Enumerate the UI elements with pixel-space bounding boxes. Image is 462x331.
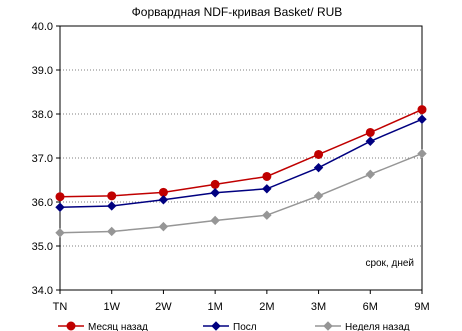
data-point <box>210 215 220 226</box>
axis-annotation: срок, дней <box>365 258 414 269</box>
data-point <box>417 114 427 124</box>
data-point <box>313 191 324 201</box>
legend-entry: Посл <box>203 321 257 331</box>
x-tick-label: 9M <box>414 301 429 313</box>
x-tick-label: 1W <box>103 301 120 313</box>
series-2 <box>55 114 427 212</box>
data-point <box>365 169 375 179</box>
legend-label: Месяц назад <box>88 322 148 331</box>
data-point <box>158 221 169 232</box>
series-line <box>59 108 423 198</box>
data-point <box>314 149 324 159</box>
legend-label: Неделя назад <box>345 322 410 331</box>
data-point <box>107 226 117 237</box>
x-tick-label: 3M <box>311 301 326 313</box>
x-tick-label: 6M <box>363 301 378 313</box>
data-point <box>107 191 117 201</box>
data-point <box>262 210 272 220</box>
x-tick-label: 1M <box>208 301 223 313</box>
data-point <box>313 162 324 173</box>
data-point <box>365 136 375 146</box>
axes: 34.0 35.0 36.0 37.0 38.0 39.0 40.0 TN 1W 2W 1M 2M 3M… <box>32 21 430 313</box>
x-tick-label: 2M <box>259 301 274 313</box>
data-point <box>262 171 272 181</box>
legend-swatch-marker <box>66 321 76 331</box>
y-tick-label: 39.0 <box>32 65 53 77</box>
data-point <box>107 201 117 211</box>
data-point <box>158 195 169 205</box>
data-point <box>55 228 65 238</box>
y-tick-label: 34.0 <box>32 285 53 297</box>
series-3 <box>55 148 427 238</box>
data-point <box>210 179 220 189</box>
legend-swatch-marker <box>211 321 221 331</box>
series-1 <box>55 105 427 202</box>
y-tick-label: 40.0 <box>32 21 53 33</box>
y-tick-label: 37.0 <box>32 153 53 165</box>
series-layer <box>55 105 427 238</box>
series-line <box>59 152 423 234</box>
data-point <box>55 192 65 202</box>
data-point <box>417 105 427 115</box>
series-line <box>59 118 423 209</box>
data-point <box>365 127 375 137</box>
legend-entry: Месяц назад <box>58 321 148 331</box>
x-tick-label: TN <box>53 301 68 313</box>
gridlines <box>60 69 422 247</box>
legend: Месяц назад Посл Неделя назад <box>58 321 410 331</box>
y-tick-label: 36.0 <box>32 197 53 209</box>
legend-swatch-marker <box>323 321 333 331</box>
data-point <box>417 148 427 159</box>
y-tick-label: 38.0 <box>32 109 53 121</box>
data-point <box>210 188 220 198</box>
legend-label: Посл <box>233 322 257 331</box>
chart-title: Форвардная NDF-кривая Basket/ RUB <box>132 5 343 19</box>
y-tick-label: 35.0 <box>32 241 53 253</box>
x-tick-label: 2W <box>155 301 172 313</box>
data-point <box>55 202 65 212</box>
legend-entry: Неделя назад <box>315 321 410 331</box>
data-point <box>262 184 272 194</box>
